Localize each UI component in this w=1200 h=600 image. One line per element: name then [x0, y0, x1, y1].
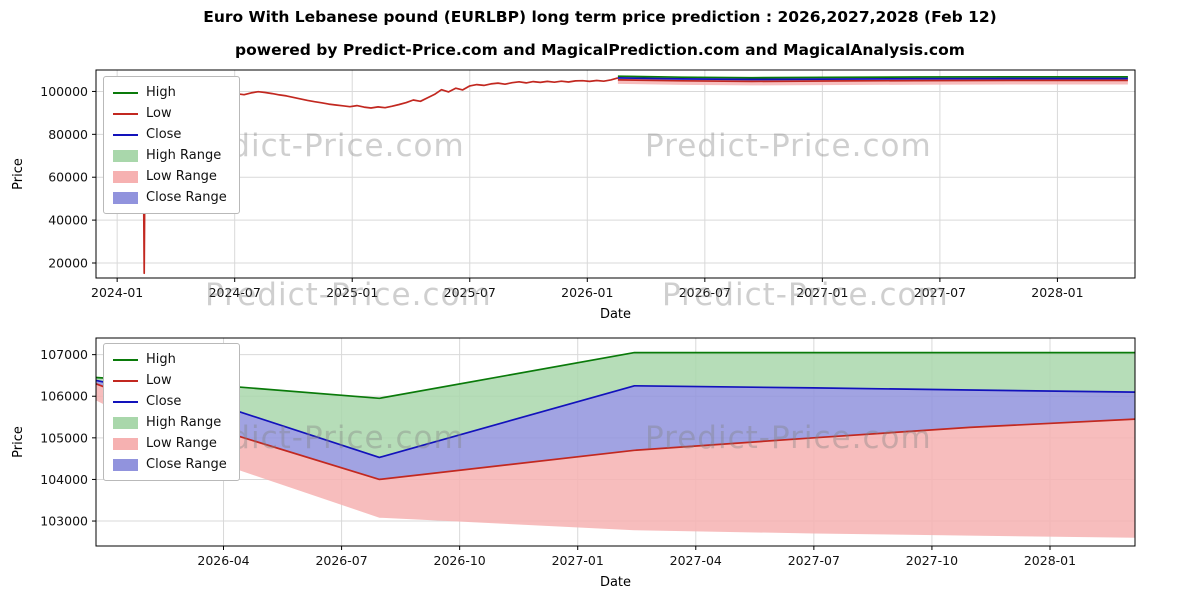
- y-tick-label: 40000: [48, 213, 88, 228]
- legend-label: Low Range: [146, 169, 217, 184]
- legend-item-close-range: Close Range: [113, 457, 227, 472]
- legend-patch-swatch: [113, 191, 138, 204]
- x-tick-label: 2027-07: [788, 553, 840, 568]
- x-tick-label: 2026-07: [679, 285, 731, 300]
- top-price-chart: 2024-01 2024-07 2025-01 2025-07 2026-01 2026-…: [11, 69, 1136, 322]
- figure-title: Euro With Lebanese pound (EURLBP) long t…: [203, 8, 997, 26]
- legend-label: Low: [146, 373, 172, 388]
- legend-item-close: Close: [113, 394, 227, 409]
- x-tick-label: 2027-01: [552, 553, 604, 568]
- x-axis-label: Date: [600, 307, 631, 322]
- low-range-band: [617, 79, 1128, 86]
- x-tick-label: 2026-04: [197, 553, 249, 568]
- low-range-band: [96, 383, 1135, 538]
- x-tick-label: 2028-01: [1031, 285, 1083, 300]
- legend-patch-swatch: [113, 416, 138, 429]
- legend-item-high: High: [113, 85, 227, 100]
- x-tick-label: 2026-07: [315, 553, 367, 568]
- x-tick-label: 2026-10: [434, 553, 486, 568]
- y-tick-label: 60000: [48, 170, 88, 185]
- legend-label: High: [146, 352, 176, 367]
- legend-line-swatch: [113, 379, 138, 382]
- legend-patch-swatch: [113, 149, 138, 162]
- close-line: [617, 77, 1128, 81]
- y-tick-label: 106000: [40, 389, 88, 404]
- bottom-chart-legend: High Low Close High Range Low Range Close Ran…: [103, 343, 240, 481]
- forecast-detail-chart: 2026-04 2026-07 2026-10 2027-01 2027-04 2027-…: [11, 337, 1136, 590]
- legend-patch-swatch: [113, 170, 138, 183]
- legend-label: Close: [146, 394, 182, 409]
- high-range-band: [96, 352, 1135, 458]
- y-axis-label: Price: [11, 158, 26, 190]
- legend-patch-swatch: [113, 437, 138, 450]
- y-tick-label: 107000: [40, 347, 88, 362]
- x-tick-label: 2027-07: [914, 285, 966, 300]
- legend-label: Low: [146, 106, 172, 121]
- x-tick-label: 2024-07: [209, 285, 261, 300]
- legend-line-swatch: [113, 133, 138, 136]
- x-tick-label: 2024-01: [91, 285, 143, 300]
- legend-label: High Range: [146, 148, 222, 163]
- top-chart-legend: High Low Close High Range Low Range Close Ran…: [103, 76, 240, 214]
- legend-patch-swatch: [113, 458, 138, 471]
- legend-item-close-range: Close Range: [113, 190, 227, 205]
- x-tick-label: 2025-01: [326, 285, 378, 300]
- x-tick-label: 2027-01: [796, 285, 848, 300]
- x-tick-label: 2025-07: [444, 285, 496, 300]
- legend-item-high-range: High Range: [113, 148, 227, 163]
- plot-frame: [95, 337, 1136, 547]
- close-range-band: [96, 380, 1135, 480]
- x-tick-label: 2028-01: [1024, 553, 1076, 568]
- y-tick-label: 103000: [40, 514, 88, 529]
- legend-label: High Range: [146, 415, 222, 430]
- x-tick-label: 2027-10: [906, 553, 958, 568]
- y-tick-label: 105000: [40, 430, 88, 445]
- y-tick-label: 20000: [48, 255, 88, 270]
- legend-line-swatch: [113, 358, 138, 361]
- x-axis-label: Date: [600, 575, 631, 590]
- legend-label: Close Range: [146, 190, 227, 205]
- legend-label: High: [146, 85, 176, 100]
- high-line: [617, 75, 1128, 79]
- legend-line-swatch: [113, 400, 138, 403]
- y-tick-label: 104000: [40, 472, 88, 487]
- legend-item-high-range: High Range: [113, 415, 227, 430]
- y-tick-label: 100000: [40, 84, 88, 99]
- legend-item-low-range: Low Range: [113, 436, 227, 451]
- low-line: [617, 79, 1128, 83]
- legend-label: Low Range: [146, 436, 217, 451]
- legend-line-swatch: [113, 112, 138, 115]
- x-tick-label: 2026-01: [561, 285, 613, 300]
- legend-label: Close Range: [146, 457, 227, 472]
- legend-item-low-range: Low Range: [113, 169, 227, 184]
- y-tick-label: 80000: [48, 127, 88, 142]
- x-tick-label: 2027-04: [670, 553, 722, 568]
- legend-item-close: Close: [113, 127, 227, 142]
- legend-label: Close: [146, 127, 182, 142]
- plot-frame: [95, 69, 1136, 279]
- legend-item-low: Low: [113, 106, 227, 121]
- legend-line-swatch: [113, 91, 138, 94]
- legend-item-low: Low: [113, 373, 227, 388]
- legend-item-high: High: [113, 352, 227, 367]
- y-axis-label: Price: [11, 426, 26, 458]
- figure-subtitle: powered by Predict-Price.com and Magical…: [235, 41, 965, 59]
